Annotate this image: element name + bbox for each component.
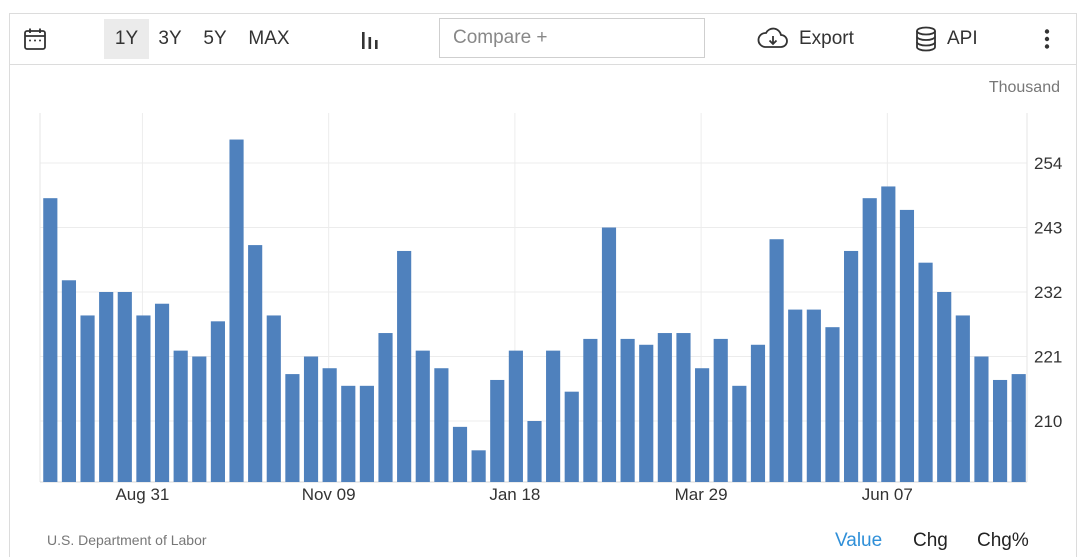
cloud-download-icon (757, 27, 789, 51)
unit-label: Thousand (988, 79, 1060, 96)
calendar-icon[interactable] (23, 13, 47, 65)
export-button[interactable]: Export (757, 13, 854, 65)
chg-pct-tab[interactable]: Chg% (977, 530, 1029, 551)
range-1y-button[interactable]: 1Y (104, 19, 149, 59)
source-label: U.S. Department of Labor (47, 532, 207, 548)
api-button[interactable]: API (915, 13, 978, 65)
api-label: API (947, 28, 978, 49)
compare-input[interactable]: Compare + (439, 18, 705, 58)
chg-tab[interactable]: Chg (913, 530, 948, 551)
range-max-button[interactable]: MAX (248, 28, 290, 49)
bar-chart-icon[interactable] (359, 13, 381, 65)
value-tab[interactable]: Value (835, 530, 883, 551)
range-3y-button[interactable]: 3Y (158, 28, 182, 49)
range-5y-button[interactable]: 5Y (203, 28, 227, 49)
database-icon (915, 26, 937, 52)
more-vertical-icon[interactable] (1043, 13, 1051, 65)
chart-widget-frame (9, 13, 1077, 557)
export-label: Export (799, 28, 854, 49)
toolbar: 1Y 3Y 5Y MAX Compare + Export (9, 13, 1077, 65)
